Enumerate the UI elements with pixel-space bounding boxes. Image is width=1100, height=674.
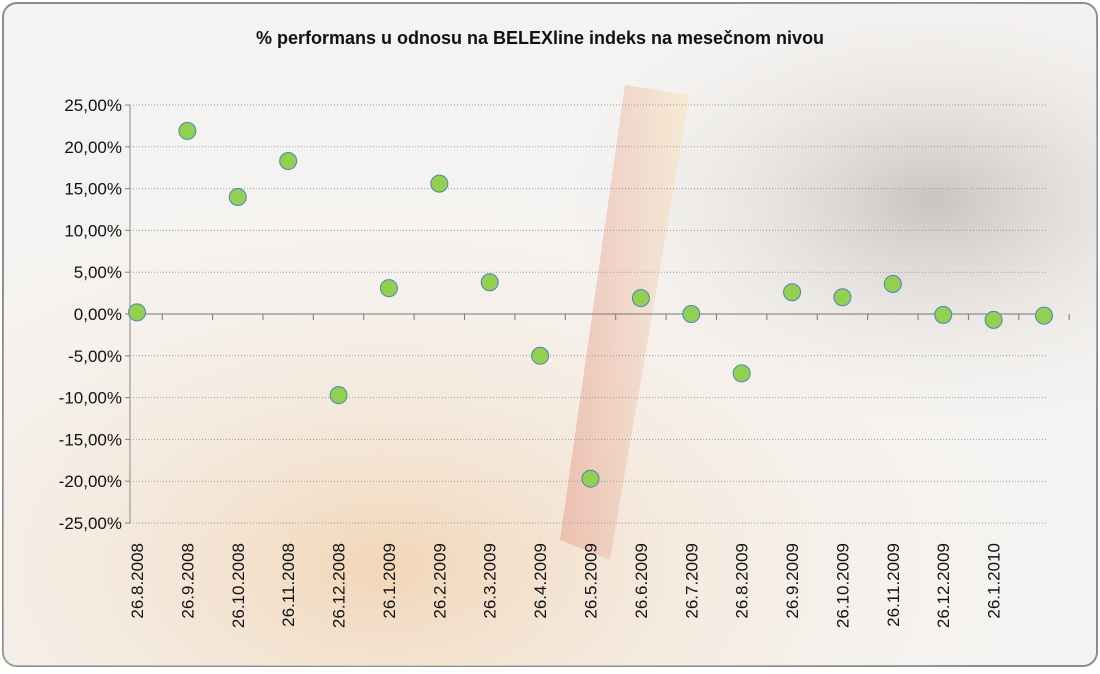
point xyxy=(481,274,498,291)
point xyxy=(632,290,649,307)
point xyxy=(683,306,700,323)
x-tick-label: 26.10.2008 xyxy=(229,543,248,628)
point xyxy=(129,304,146,321)
point xyxy=(733,365,750,382)
x-tick-label: 26.12.2009 xyxy=(934,543,953,628)
y-tick-label: -15,00% xyxy=(59,430,122,449)
x-tick-label: 26.8.2009 xyxy=(733,543,752,619)
chart-title: % performans u odnosu na BELEXline indek… xyxy=(256,28,824,48)
x-tick-label: 26.1.2010 xyxy=(985,543,1004,619)
y-tick-label: 0,00% xyxy=(74,305,122,324)
x-tick-label: 26.9.2009 xyxy=(783,543,802,619)
x-tick-label: 26.3.2009 xyxy=(481,543,500,619)
point xyxy=(179,122,196,139)
y-tick-label: 25,00% xyxy=(64,96,122,115)
point xyxy=(1036,307,1053,324)
y-tick-label: 10,00% xyxy=(64,221,122,240)
point xyxy=(935,306,952,323)
x-tick-label: 26.8.2008 xyxy=(128,543,147,619)
point xyxy=(229,188,246,205)
point xyxy=(582,470,599,487)
point xyxy=(431,175,448,192)
x-tick-label: 26.10.2009 xyxy=(833,543,852,628)
x-tick-label: 26.7.2009 xyxy=(682,543,701,619)
point xyxy=(784,284,801,301)
point xyxy=(884,275,901,292)
point xyxy=(532,347,549,364)
x-tick-label: 26.6.2009 xyxy=(632,543,651,619)
point xyxy=(380,280,397,297)
y-tick-label: -10,00% xyxy=(59,389,122,408)
y-tick-label: -20,00% xyxy=(59,472,122,491)
x-tick-label: 26.5.2009 xyxy=(582,543,601,619)
point xyxy=(280,153,297,170)
x-tick-label: 26.4.2009 xyxy=(531,543,550,619)
y-tick-label: 20,00% xyxy=(64,138,122,157)
x-tick-label: 26.9.2008 xyxy=(178,543,197,619)
y-tick-label: -5,00% xyxy=(68,347,122,366)
x-tick-label: 26.12.2008 xyxy=(330,543,349,628)
y-tick-label: 5,00% xyxy=(74,263,122,282)
x-tick-label: 26.2.2009 xyxy=(430,543,449,619)
point xyxy=(330,387,347,404)
x-tick-label: 26.11.2009 xyxy=(884,543,903,627)
y-tick-label: 15,00% xyxy=(64,180,122,199)
x-tick-label: 26.1.2009 xyxy=(380,543,399,619)
point xyxy=(985,311,1002,328)
x-tick-label: 26.11.2008 xyxy=(279,543,298,627)
chart: % performans u odnosu na BELEXline indek… xyxy=(0,0,1100,669)
y-tick-label: -25,00% xyxy=(59,514,122,533)
point xyxy=(834,289,851,306)
